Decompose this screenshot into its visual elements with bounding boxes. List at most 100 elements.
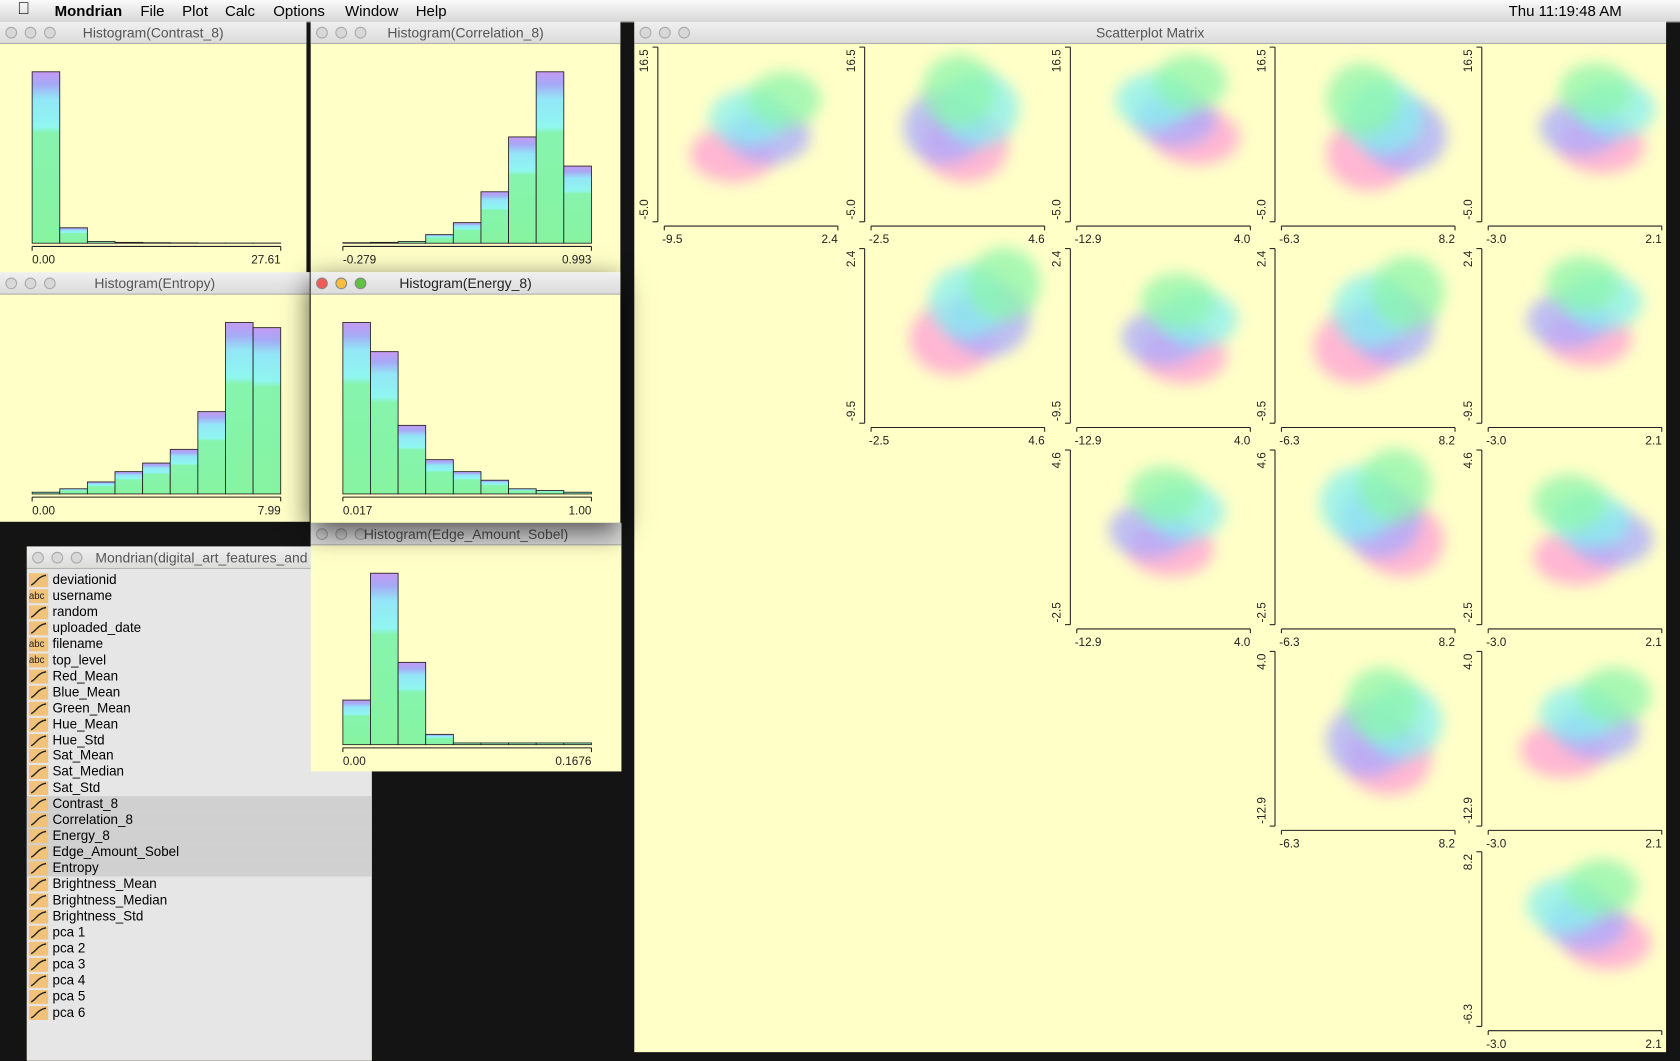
window-title: Histogram(Contrast_8) xyxy=(0,25,306,41)
icon-curve xyxy=(31,768,46,778)
x-min-label: 0.00 xyxy=(32,504,55,517)
variable-row[interactable]: Correlation_8 xyxy=(27,812,372,828)
point-cloud xyxy=(1578,668,1651,724)
histogram-bar xyxy=(370,242,398,243)
y-top-label: 16.5 xyxy=(638,49,651,72)
histogram-bar xyxy=(87,482,115,494)
variable-type-icon xyxy=(29,878,48,892)
x-max-label: 8.2 xyxy=(1439,838,1455,851)
point-cloud xyxy=(1154,55,1227,111)
icon-curve xyxy=(31,671,46,681)
histogram-bar xyxy=(253,328,281,494)
y-top-label: 4.0 xyxy=(1462,653,1475,670)
variable-row[interactable]: pca 2 xyxy=(27,941,372,957)
y-top-label: 4.6 xyxy=(1255,452,1268,469)
menu-item[interactable]: File xyxy=(140,2,164,19)
histogram-bar xyxy=(170,449,198,494)
x-min-label: 0.00 xyxy=(32,254,55,267)
menu-item[interactable]: Plot xyxy=(182,2,208,19)
histogram-bar xyxy=(426,734,454,744)
x-min-label: -6.3 xyxy=(1279,435,1300,448)
y-top-label: 2.4 xyxy=(845,250,858,267)
y-bottom-label: -5.0 xyxy=(1051,199,1064,220)
x-max-label: 7.99 xyxy=(258,504,281,517)
variable-name: Sat_Mean xyxy=(53,748,114,763)
icon-curve xyxy=(31,800,46,810)
x-max-label: 4.0 xyxy=(1234,435,1251,448)
variable-type-icon xyxy=(29,813,48,827)
x-min-label: -6.3 xyxy=(1279,636,1300,649)
variable-name: random xyxy=(53,604,98,619)
x-max-label: 4.6 xyxy=(1028,233,1045,246)
histogram-bar xyxy=(509,489,537,494)
point-cloud xyxy=(923,55,996,128)
menu-item[interactable]: Calc xyxy=(225,2,255,19)
app-menu[interactable]: Mondrian xyxy=(55,2,123,19)
variable-type-icon xyxy=(29,621,48,635)
menu-item[interactable]: Window xyxy=(345,2,398,19)
x-min-label: -3.0 xyxy=(1486,838,1507,851)
y-bottom-label: -9.5 xyxy=(1051,400,1064,421)
menu-item[interactable]: Options xyxy=(273,2,325,19)
variable-type-icon xyxy=(29,990,48,1004)
variable-name: pca 4 xyxy=(53,973,86,988)
variable-row[interactable]: Entropy xyxy=(27,860,372,876)
point-cloud xyxy=(748,72,821,128)
variable-type-icon xyxy=(29,605,48,619)
histogram-bar xyxy=(426,460,454,494)
icon-curve xyxy=(31,880,46,890)
y-bottom-label: -12.9 xyxy=(1462,797,1475,824)
variable-row[interactable]: Sat_Std xyxy=(27,780,372,796)
close-button[interactable] xyxy=(32,552,44,564)
variable-type-icon xyxy=(29,862,48,876)
histogram-bar xyxy=(398,425,426,494)
variable-row[interactable]: pca 6 xyxy=(27,1005,372,1021)
variable-row[interactable]: pca 3 xyxy=(27,957,372,973)
point-cloud xyxy=(1128,466,1201,522)
variable-name: username xyxy=(53,588,113,603)
apple-menu[interactable]:  xyxy=(17,0,30,19)
variable-row[interactable]: Brightness_Mean xyxy=(27,876,372,892)
minimize-button[interactable] xyxy=(51,552,63,564)
variable-row[interactable]: pca 1 xyxy=(27,925,372,941)
x-max-label: 2.1 xyxy=(1645,435,1661,448)
icon-curve xyxy=(31,623,46,633)
x-min-label: -6.3 xyxy=(1279,838,1300,851)
variable-name: top_level xyxy=(53,652,107,667)
x-min-label: -6.3 xyxy=(1279,233,1300,246)
variable-row[interactable]: Brightness_Std xyxy=(27,909,372,925)
x-max-label: 0.993 xyxy=(562,254,592,267)
zoom-button[interactable] xyxy=(71,552,83,564)
variable-row[interactable]: Brightness_Median xyxy=(27,893,372,909)
variable-type-icon xyxy=(29,1006,48,1020)
menu-bar:  Mondrian Thu 11:19:48 AM FilePlotCalcO… xyxy=(0,0,1680,23)
variable-name: pca 1 xyxy=(53,925,86,940)
variable-row[interactable]: Contrast_8 xyxy=(27,796,372,812)
histogram-bar xyxy=(370,573,398,744)
variable-name: Energy_8 xyxy=(53,828,110,843)
icon-curve xyxy=(31,992,46,1002)
variable-row[interactable]: Energy_8 xyxy=(27,828,372,844)
variable-type-icon xyxy=(29,910,48,924)
y-top-label: 16.5 xyxy=(1255,49,1268,72)
variable-row[interactable]: pca 5 xyxy=(27,989,372,1005)
y-bottom-label: -6.3 xyxy=(1462,1004,1475,1025)
variable-row[interactable]: pca 4 xyxy=(27,973,372,989)
icon-curve xyxy=(31,960,46,970)
icon-curve xyxy=(31,575,46,585)
menu-item[interactable]: Help xyxy=(416,2,447,19)
y-top-label: 2.4 xyxy=(1462,250,1475,267)
variable-row[interactable]: Edge_Amount_Sobel xyxy=(27,844,372,860)
